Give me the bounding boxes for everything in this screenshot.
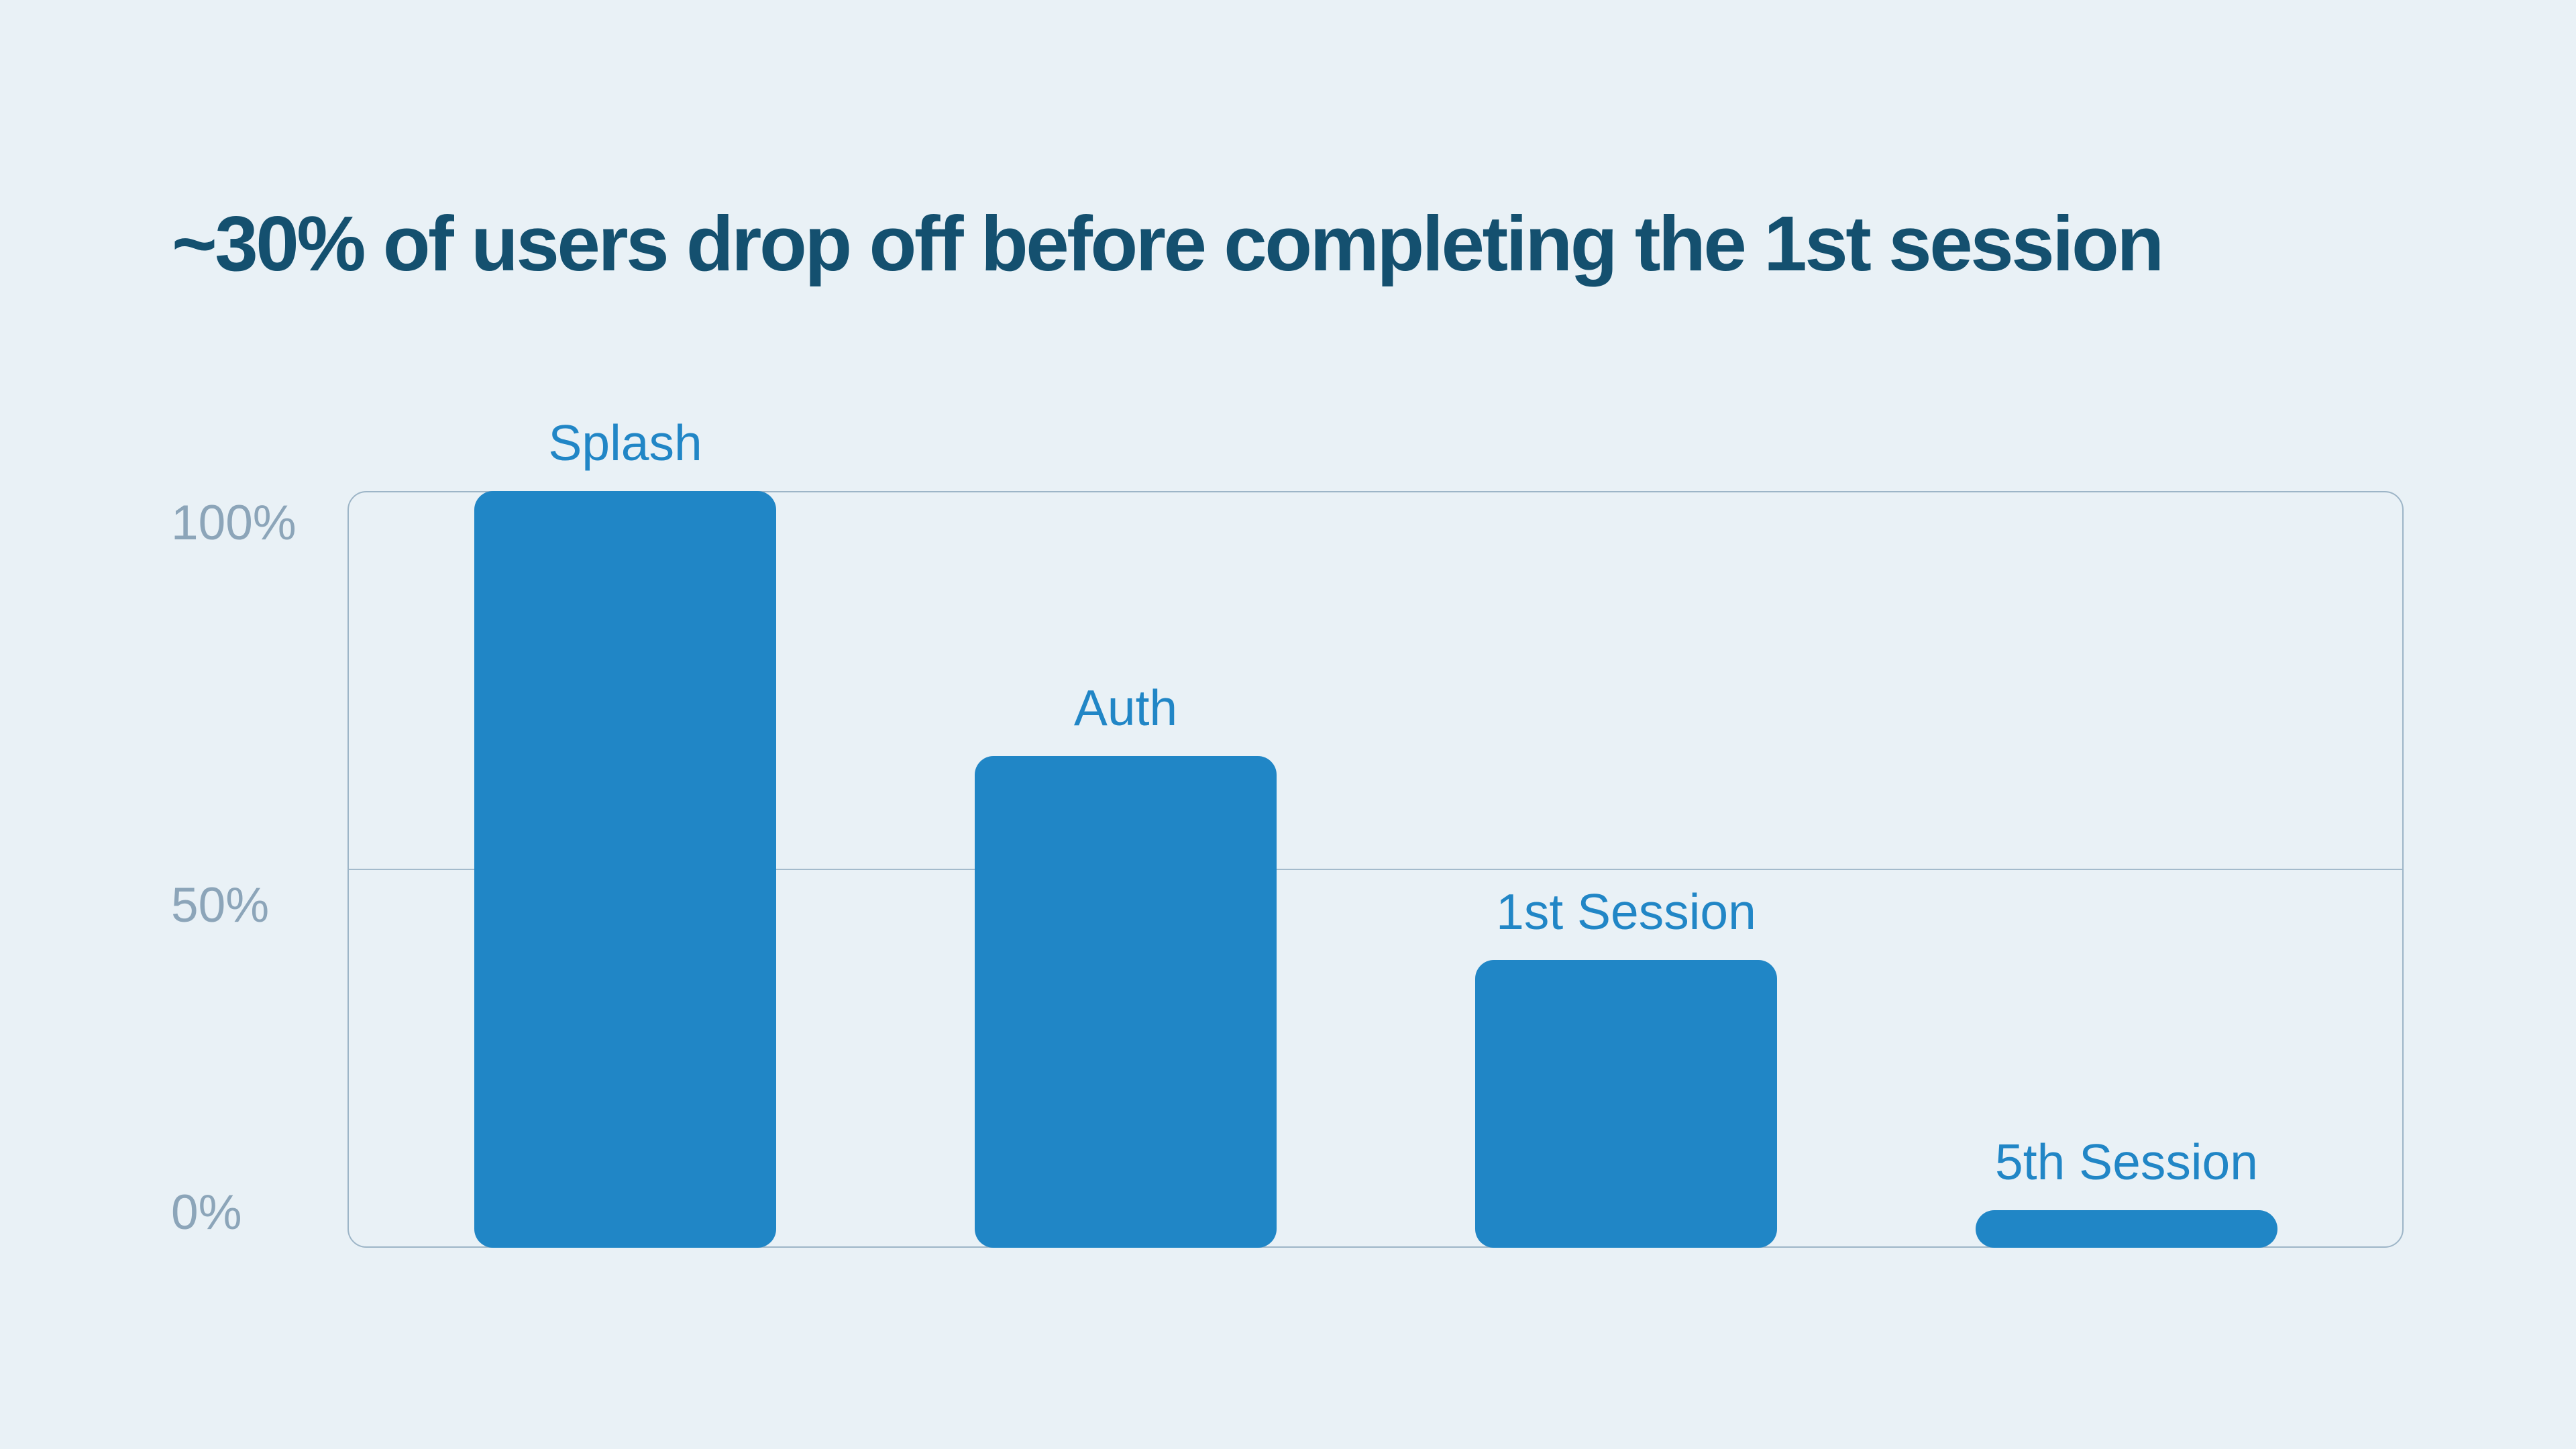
bar-auth bbox=[975, 756, 1277, 1248]
chart-title: ~30% of users drop off before completing… bbox=[172, 200, 2164, 287]
bar-1st-session bbox=[1475, 960, 1777, 1248]
bar-label-splash: Splash bbox=[548, 415, 702, 471]
bar-label-5th-session: 5th Session bbox=[1995, 1134, 2258, 1190]
bar-label-auth: Auth bbox=[1073, 680, 1178, 736]
y-axis-tick-100: 100% bbox=[171, 496, 297, 550]
plot-area bbox=[347, 491, 2404, 1248]
y-axis-tick-0: 0% bbox=[171, 1185, 242, 1240]
y-axis-tick-50: 50% bbox=[171, 878, 270, 932]
gridline-50-percent bbox=[349, 869, 2402, 870]
bar-splash bbox=[474, 491, 776, 1248]
bar-5th-session bbox=[1976, 1210, 2277, 1248]
bar-label-1st-session: 1st Session bbox=[1496, 883, 1756, 940]
